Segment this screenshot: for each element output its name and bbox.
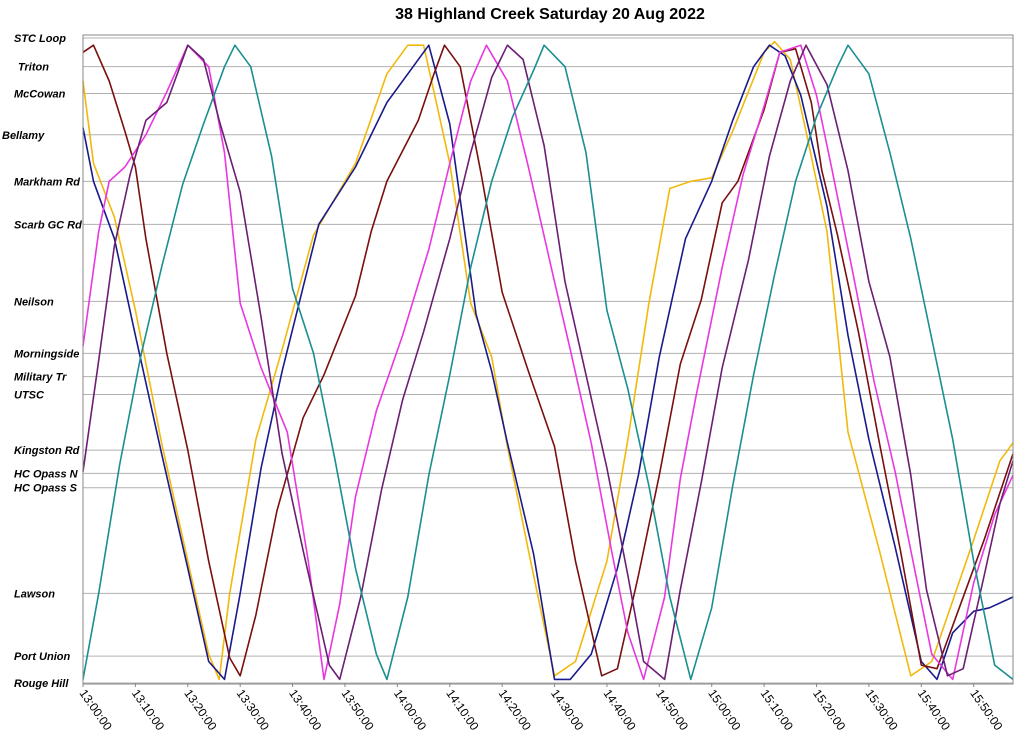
x-tick-label: 14:10:00 <box>443 687 481 734</box>
chart-title: 38 Highland Creek Saturday 20 Aug 2022 <box>395 6 705 23</box>
stop-label: Markham Rd <box>14 176 80 188</box>
x-tick-label: 13:20:00 <box>181 687 219 734</box>
stop-label: Lawson <box>14 588 55 600</box>
stop-gridlines <box>83 37 1013 684</box>
stop-label: Triton <box>18 62 49 74</box>
x-tick-label: 15:30:00 <box>862 687 900 734</box>
x-tick-label: 15:00:00 <box>705 687 743 734</box>
stop-label: HC Opass S <box>14 483 78 495</box>
stop-label: Neilson <box>14 296 54 308</box>
x-tick-label: 14:30:00 <box>548 687 586 734</box>
trip-line-2 <box>82 44 1014 681</box>
x-tick-label: 13:30:00 <box>234 687 272 734</box>
trip-line-5 <box>82 44 1014 681</box>
time-axis-labels: 13:00:00 13:10:00 13:20:00 13:30:00 13:40:00… <box>77 683 1006 733</box>
x-tick-label: 13:40:00 <box>286 687 324 734</box>
x-tick-label: 14:40:00 <box>600 687 638 734</box>
stop-label: Kingston Rd <box>14 445 80 457</box>
stop-label: Rouge Hill <box>14 678 69 690</box>
trip-line-3 <box>82 44 1014 677</box>
trip-line-1 <box>82 40 1014 681</box>
stop-label: Port Union <box>14 651 70 663</box>
x-tick-label: 15:20:00 <box>810 687 848 734</box>
stop-labels: STC Loop Triton McCowan Bellamy Markham Rd Sc… <box>2 33 82 690</box>
plot-frame <box>82 34 1014 685</box>
stop-label: Morningside <box>14 348 79 360</box>
trip-lines <box>82 40 1014 681</box>
trip-line-6 <box>82 44 1014 681</box>
stop-label: STC Loop <box>14 33 66 45</box>
stop-label: Military Tr <box>14 372 67 384</box>
stop-label: HC Opass N <box>14 468 79 480</box>
stop-label: McCowan <box>14 89 66 101</box>
stop-label: UTSC <box>14 390 45 402</box>
stop-label: Bellamy <box>2 130 45 142</box>
x-tick-label: 14:00:00 <box>391 687 429 734</box>
x-tick-label: 13:00:00 <box>77 687 115 734</box>
x-tick-label: 15:40:00 <box>915 687 953 734</box>
stop-label: Scarb GC Rd <box>14 219 82 231</box>
x-tick-label: 15:50:00 <box>967 687 1005 734</box>
x-tick-label: 14:50:00 <box>653 687 691 734</box>
x-tick-label: 15:10:00 <box>758 687 796 734</box>
trip-line-4 <box>82 44 1014 681</box>
x-tick-label: 14:20:00 <box>496 687 534 734</box>
x-tick-label: 13:10:00 <box>129 687 167 734</box>
x-tick-label: 13:50:00 <box>339 687 377 734</box>
